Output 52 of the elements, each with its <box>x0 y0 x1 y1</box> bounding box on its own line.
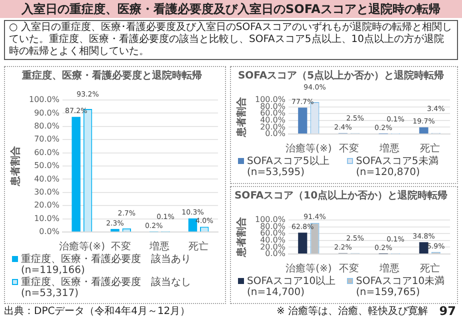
x-tick-label: 不変 <box>110 240 131 253</box>
y-tick-label: 100.0% <box>254 95 286 104</box>
y-axis-title: 患者割合 <box>236 216 248 258</box>
legend-label: SOFAスコア5以上 (n=53,595) <box>247 156 330 178</box>
legend-label: 重症度、医療・看護必要度 該当なし (n=53,317) <box>21 277 192 299</box>
y-tick-label: 40.0% <box>260 115 286 124</box>
text: 97 <box>439 304 456 318</box>
y-tick-label: 60.0% <box>260 108 286 118</box>
chart-title: SOFAスコア（5点以上か否か）と退院時転帰 <box>238 70 444 82</box>
chart-title: SOFAスコア（10点以上か否か）と退院時転帰 <box>234 190 448 202</box>
y-tick-label: 20.0% <box>260 122 286 132</box>
y-tick-label: 90.0% <box>34 108 60 118</box>
y-tick-label: 70.0% <box>34 134 60 144</box>
x-tick-label: 死亡 <box>420 262 440 275</box>
y-tick-label: 60.0% <box>34 148 60 157</box>
y-tick-label: 60.0% <box>260 228 286 238</box>
y-tick-label: 40.0% <box>260 235 286 244</box>
y-tick-label: 100.0% <box>254 215 286 224</box>
x-tick-label: 治癒等(※) <box>58 240 106 253</box>
legend-label: 重症度、医療・看護必要度 該当あり (n=119,166) <box>21 254 192 276</box>
text: 入室日の重症度、医療・看護必要度及び入室日のSOFAスコアと退院時の転帰 <box>0 0 462 18</box>
y-tick-label: 80.0% <box>260 102 286 111</box>
x-tick-label: 増悪 <box>378 262 400 275</box>
x-tick-label: 増悪 <box>378 142 400 155</box>
legend-label: SOFAスコア10未満 (n=159,765) <box>356 276 446 298</box>
y-axis-title: 患者割合 <box>10 145 22 187</box>
legend-label: SOFAスコア10以上 (n=14,700) <box>247 276 337 298</box>
x-tick-label: 不変 <box>339 262 360 275</box>
y-tick-label: 20.0% <box>34 200 60 210</box>
x-tick-label: 治癒等(※) <box>286 262 332 275</box>
y-tick-label: 40.0% <box>34 174 60 184</box>
y-axis-title: 患者割合 <box>236 96 248 138</box>
x-tick-label: 不変 <box>339 142 360 155</box>
y-tick-label: 20.0% <box>260 242 286 252</box>
source-note: 出典：DPCデータ（令和4年4月～12月） <box>4 306 190 318</box>
y-tick-label: 0.0% <box>39 227 60 236</box>
x-tick-label: 治癒等(※) <box>286 142 332 155</box>
x-tick-label: 増悪 <box>148 240 170 253</box>
x-tick-label: 死亡 <box>188 240 209 253</box>
y-tick-label: 50.0% <box>34 161 60 170</box>
y-tick-label: 0.0% <box>265 129 286 138</box>
y-tick-label: 80.0% <box>34 121 60 130</box>
legend-label: SOFAスコア5未満 (n=120,870) <box>356 156 440 178</box>
x-tick-label: 死亡 <box>420 142 440 155</box>
y-tick-label: 10.0% <box>34 214 60 223</box>
y-tick-label: 80.0% <box>260 222 286 231</box>
chart-title: 重症度、医療・看護必要度と退院時転帰 <box>21 70 202 82</box>
text: ○ 入室日の重症度、医療･看護必要度及び入室日のSOFAスコアのいずれもが退院時の転帰と相関していた。重症度、医療・看護必要度の該当と比較し、SOFAスコア5点以上、10点以上の方が退院時の転帰とよく相関していた。 <box>4 20 458 60</box>
text: ※ 治癒等は、治癒、軽快及び寛解 <box>276 306 428 318</box>
y-tick-label: 0.0% <box>265 249 286 258</box>
y-tick-label: 30.0% <box>34 187 60 196</box>
y-tick-label: 100.0% <box>28 95 60 104</box>
